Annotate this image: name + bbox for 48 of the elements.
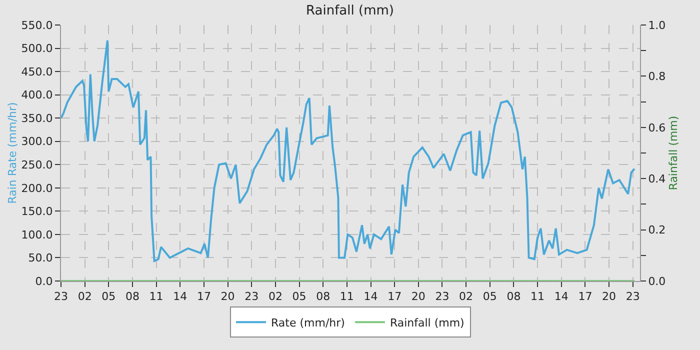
x-tick-label: 05 (292, 290, 306, 304)
x-tick-label: 02 (459, 290, 474, 304)
y2-tick-label: 0.4 (648, 172, 666, 186)
x-tick-label: 23 (54, 290, 68, 304)
y-tick-label: 350.0 (21, 112, 53, 125)
x-tick-label: 23 (626, 290, 640, 304)
x-tick-label: 11 (149, 290, 164, 304)
x-tick-label: 08 (506, 290, 521, 304)
y-tick-label: 150.0 (21, 205, 53, 218)
x-tick-label: 20 (411, 290, 426, 304)
y-tick-label: 200.0 (21, 182, 53, 195)
x-tick-label: 11 (340, 290, 354, 304)
y-tick-label: 50.0 (28, 252, 53, 265)
x-tick-label: 17 (196, 290, 211, 304)
x-tick-label: 08 (125, 290, 140, 304)
x-tick-label: 05 (482, 290, 497, 304)
y2-tick-label: 0.8 (648, 70, 666, 84)
y2-tick-label: 0.0 (648, 274, 666, 288)
x-tick-label: 20 (602, 290, 616, 304)
y2-tick-label: 1.0 (648, 18, 666, 32)
y-tick-label: 400.0 (21, 88, 53, 102)
x-tick-label: 14 (364, 290, 378, 304)
x-tick-label: 23 (244, 290, 259, 304)
legend-label: Rate (mm/hr) (271, 316, 345, 330)
y-tick-label: 250.0 (21, 158, 53, 172)
y-tick-label: 450.0 (21, 65, 53, 78)
y2-tick-label: 0.2 (648, 224, 666, 237)
y2-tick-label: 0.6 (648, 121, 666, 134)
legend-label: Rainfall (mm) (390, 316, 464, 330)
y-axis-title: Rain Rate (mm/hr) (6, 102, 19, 204)
x-tick-label: 17 (578, 290, 592, 304)
x-tick-label: 02 (268, 290, 282, 304)
x-tick-label: 14 (554, 290, 568, 304)
x-tick-label: 17 (388, 290, 402, 304)
chart-title: Rainfall (mm) (306, 3, 394, 18)
x-tick-label: 08 (316, 290, 330, 304)
x-tick-label: 02 (78, 290, 92, 304)
x-tick-label: 20 (220, 290, 235, 304)
y-tick-label: 100.0 (21, 228, 53, 242)
x-tick-label: 23 (435, 290, 450, 304)
y-tick-label: 500.0 (21, 42, 53, 56)
y-tick-label: 0.0 (35, 274, 53, 288)
x-tick-label: 11 (530, 290, 545, 304)
y-tick-label: 300.0 (21, 135, 53, 148)
x-tick-label: 05 (102, 290, 116, 304)
y2-axis-title: Rainfall (mm) (666, 116, 680, 190)
y-tick-label: 550.0 (21, 18, 53, 32)
x-tick-label: 14 (173, 290, 188, 304)
